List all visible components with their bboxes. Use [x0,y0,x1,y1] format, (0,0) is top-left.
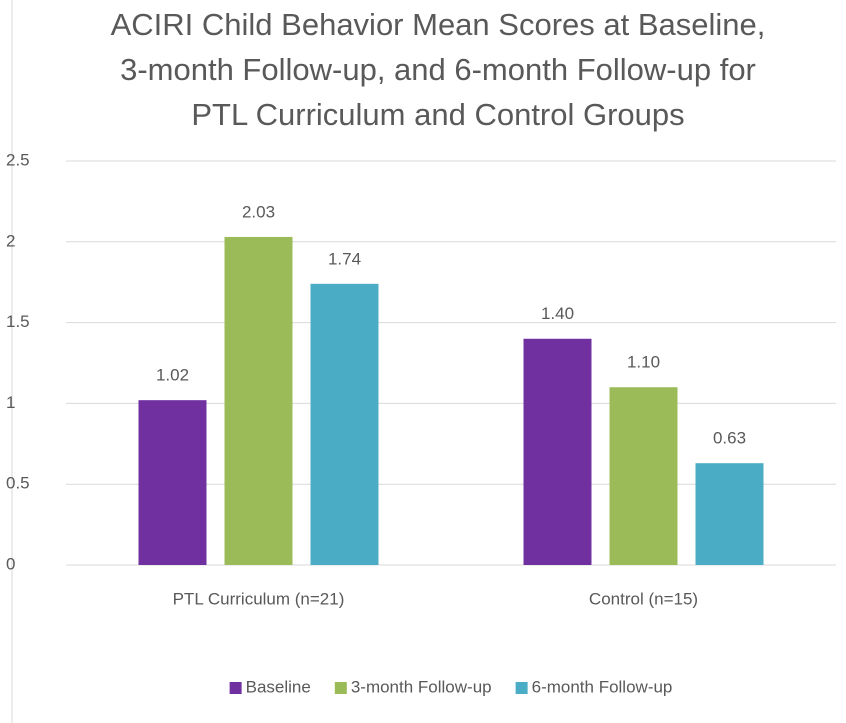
data-label: 1.02 [156,366,189,385]
y-tick-label: 0.5 [6,474,30,493]
data-label: 0.63 [713,429,746,448]
bar [609,387,678,565]
y-tick-label: 1.5 [6,312,30,331]
legend-swatch [515,682,528,694]
y-tick-label: 0 [6,554,15,573]
bar [523,338,592,565]
data-label: 1.40 [541,304,574,323]
bar [138,400,207,565]
bar [695,463,764,565]
y-tick-label: 2.5 [6,150,30,169]
y-tick-label: 1 [6,393,15,412]
bar [224,236,293,565]
y-tick-label: 2 [6,231,15,250]
data-label: 1.10 [627,353,660,372]
legend-label: 6-month Follow-up [532,677,673,696]
x-tick-label: Control (n=15) [589,589,698,608]
x-tick-label: PTL Curriculum (n=21) [173,589,345,608]
data-label: 2.03 [242,202,275,221]
legend-swatch [229,682,242,694]
legend-label: 3-month Follow-up [351,677,492,696]
chart-title: ACIRI Child Behavior Mean Scores at Base… [110,7,766,132]
legend-swatch [334,682,347,694]
legend-label: Baseline [246,677,311,696]
data-label: 1.74 [328,249,361,268]
bar [310,283,379,565]
